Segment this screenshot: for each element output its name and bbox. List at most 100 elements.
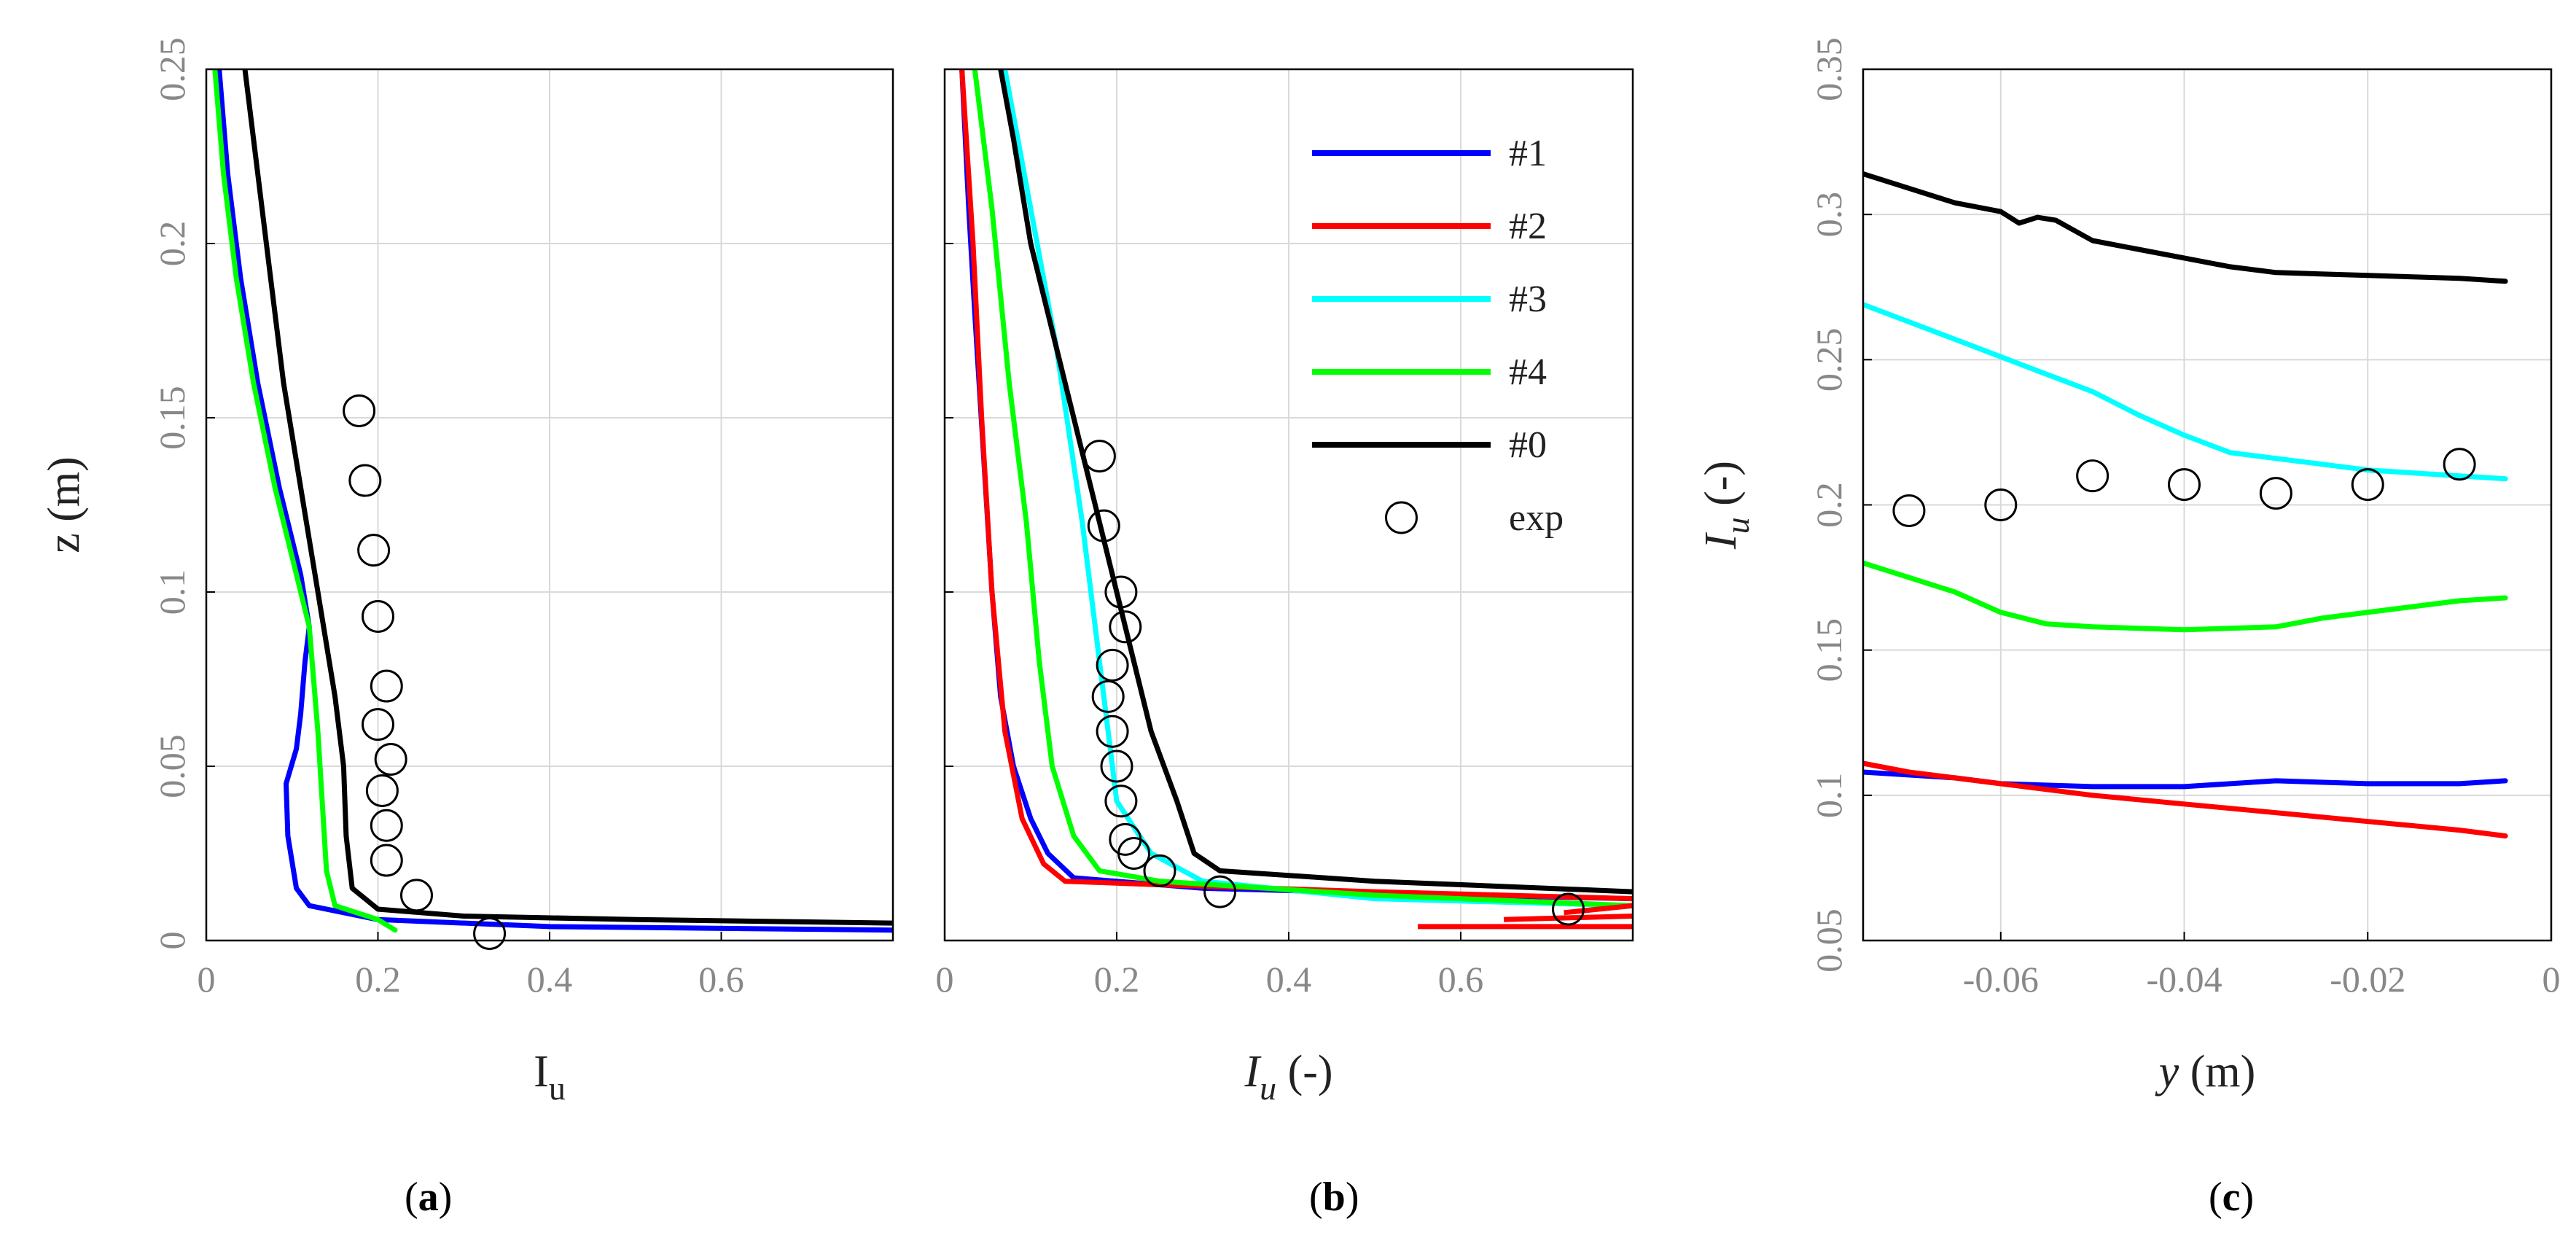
y-axis-label-main: z (m) (39, 456, 89, 553)
x-axis-label: Iu (534, 1047, 566, 1107)
x-axis-label-suffix: (-) (1276, 1047, 1332, 1097)
legend-marker-exp (1385, 501, 1418, 534)
x-tick-label: -0.04 (2146, 959, 2222, 1000)
panel-b: 0 0.2 0.4 0.6 Iu (-) #1 #2 #3 #4 #0 exp (936, 68, 1634, 1107)
plot-area (959, 69, 1633, 930)
series-line-n4 (1863, 560, 2508, 633)
y-axis-label-sub: u (1719, 517, 1756, 534)
x-tick-label: 0.4 (527, 959, 573, 1000)
exp-marker (1104, 575, 1138, 609)
exp-marker (1082, 440, 1116, 473)
y-tick-label: 0.25 (152, 37, 192, 101)
x-tick-label: 0 (2542, 959, 2561, 1000)
x-axis-label-suffix: (m) (2179, 1047, 2255, 1097)
legend-label: #3 (1509, 279, 1547, 320)
exp-marker (2259, 477, 2292, 510)
exp-marker (348, 464, 382, 497)
exp-marker (2443, 448, 2476, 481)
x-tick-label: 0.2 (1094, 959, 1140, 1000)
series-line-n1 (216, 69, 893, 933)
exp-marker (1104, 784, 1138, 818)
legend-label: #4 (1509, 351, 1547, 393)
y-tick-label: 0.15 (152, 386, 192, 450)
exp-marker (1109, 822, 1142, 856)
series-line-n0 (242, 69, 893, 926)
exp-marker (370, 669, 403, 703)
x-axis-label-main: I (534, 1047, 549, 1097)
x-axis-label: Iu (-) (1244, 1047, 1332, 1107)
y-tick-label: 0.3 (1808, 192, 1849, 238)
y-tick-label: 0.05 (1808, 908, 1849, 973)
series-line-n2-tail (1503, 914, 1633, 922)
exp-marker (399, 879, 433, 912)
x-tick-label: 0.6 (1438, 959, 1484, 1000)
exp-marker (473, 916, 507, 950)
exp-marker (374, 742, 407, 776)
series-line-n3 (1002, 69, 1633, 908)
y-axis-label-main: I (1696, 532, 1746, 550)
x-axis-label-main: I (1244, 1047, 1262, 1097)
exp-marker (370, 844, 403, 877)
legend: #1 #2 #3 #4 #0 exp (1312, 133, 1564, 539)
panel-a: 0 0.2 0.4 0.6 0 0.05 0.1 0.15 0.2 0.25 Iu z (m) (39, 37, 894, 1107)
series-line-n2 (1863, 760, 2508, 839)
x-axis-label-main: y (2155, 1047, 2179, 1097)
series-line-n1 (959, 69, 1633, 902)
panel-label-a: (a) (405, 1175, 453, 1220)
y-tick-label: 0.25 (1808, 328, 1849, 392)
panel-c: -0.06 -0.04 -0.02 0 0.05 0.1 0.15 0.2 0.25 0.3 0.3… (1696, 37, 2561, 1097)
series-line-n4 (972, 69, 1633, 908)
exp-marker (1096, 648, 1129, 682)
y-tick-label: 0.1 (1808, 773, 1849, 819)
legend-label: #1 (1509, 133, 1547, 174)
exp-marker (1984, 488, 2018, 521)
y-tick-label: 0.35 (1808, 37, 1849, 101)
series-line-n2 (959, 69, 1633, 902)
x-axis-label-sub: u (549, 1070, 566, 1107)
exp-marker (362, 599, 394, 633)
exp-marker (1096, 714, 1129, 748)
exp-marker (1203, 875, 1237, 908)
exp-marker (1552, 892, 1585, 926)
exp-marker (2351, 468, 2384, 502)
exp-marker (370, 809, 403, 842)
legend-label: #0 (1509, 424, 1547, 466)
x-tick-label: 0.2 (355, 959, 401, 1000)
panel-label-c: (c) (2209, 1175, 2255, 1220)
x-tick-label: -0.06 (1963, 959, 2039, 1000)
y-axis-label-suffix: (-) (1696, 461, 1746, 517)
exp-marker (1143, 854, 1176, 887)
exp-marker (2076, 459, 2109, 493)
y-tick-label: 0.15 (1808, 618, 1849, 682)
x-axis-label: y (m) (2155, 1047, 2256, 1097)
series-line-n4 (212, 69, 398, 933)
plot-area (212, 69, 893, 933)
x-tick-label: 0 (936, 959, 954, 1000)
x-tick-label: 0 (198, 959, 216, 1000)
exp-marker (1109, 610, 1142, 644)
series-line-n2-tail (1564, 903, 1633, 916)
y-axis-label: Iu (-) (1696, 461, 1756, 550)
series-line-n0 (998, 69, 1633, 895)
exp-marker (1892, 494, 1926, 527)
y-tick-label: 0.2 (152, 221, 192, 267)
x-axis-label-sub: u (1260, 1070, 1276, 1107)
exp-marker (343, 394, 376, 427)
plot-area (1863, 171, 2508, 839)
exp-marker (1087, 509, 1120, 542)
legend-label: exp (1509, 497, 1564, 539)
exp-marker (362, 708, 394, 741)
y-tick-label: 0.2 (1808, 482, 1849, 528)
x-tick-label: 0.6 (698, 959, 744, 1000)
y-tick-label: 0.1 (152, 569, 192, 615)
x-tick-label: 0.4 (1266, 959, 1312, 1000)
x-tick-label: -0.02 (2330, 959, 2405, 1000)
series-line-n3 (1863, 302, 2508, 482)
series-line-n0 (1863, 171, 2508, 284)
exp-marker (365, 774, 399, 807)
exp-marker (1100, 749, 1133, 783)
exp-marker (357, 534, 391, 567)
y-tick-label: 0 (152, 932, 192, 950)
legend-label: #2 (1509, 206, 1547, 247)
